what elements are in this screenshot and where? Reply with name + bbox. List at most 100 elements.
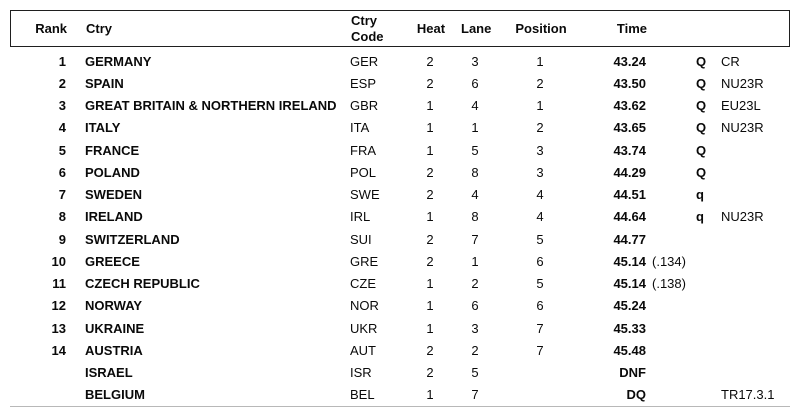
cell-record-note: NU23R (721, 209, 764, 225)
cell-ctry-code: ESP (350, 75, 377, 91)
table-row: 3 GREAT BRITAIN & NORTHERN IRELAND GBR 1… (10, 95, 790, 117)
cell-time: 45.14 (613, 276, 646, 292)
cell-qualification: Q (696, 142, 707, 158)
cell-record-note: EU23L (721, 98, 761, 114)
table-row: 2 SPAIN ESP 2 6 2 43.50 Q NU23R (10, 72, 790, 94)
cell-lane: 5 (471, 365, 479, 381)
cell-rank: 9 (58, 231, 66, 247)
cell-heat: 1 (426, 387, 434, 403)
cell-country: POLAND (85, 164, 140, 180)
cell-time: 45.14 (613, 253, 646, 269)
cell-heat: 2 (426, 231, 434, 247)
cell-heat: 1 (426, 98, 434, 114)
cell-qualification: q (696, 187, 704, 203)
cell-country: GREAT BRITAIN & NORTHERN IRELAND (85, 98, 337, 114)
cell-time: 43.65 (613, 120, 646, 136)
cell-heat: 1 (426, 120, 434, 136)
cell-ctry-code: UKR (350, 320, 378, 336)
cell-position: 3 (536, 164, 544, 180)
cell-record-note: NU23R (721, 75, 764, 91)
cell-ctry-code: SWE (350, 187, 380, 203)
cell-rank: 10 (51, 253, 66, 269)
cell-heat: 1 (426, 320, 434, 336)
table-row: 13 UKRAINE UKR 1 3 7 45.33 (10, 317, 790, 339)
cell-ctry-code: CZE (350, 276, 376, 292)
cell-country: GREECE (85, 253, 140, 269)
cell-lane: 5 (471, 142, 479, 158)
cell-country: FRANCE (85, 142, 140, 158)
cell-country: AUSTRIA (85, 342, 143, 358)
cell-rank: 5 (58, 142, 66, 158)
cell-lane: 2 (471, 276, 479, 292)
cell-country: SWEDEN (85, 187, 143, 203)
column-header-lane: Lane (461, 21, 492, 36)
cell-lane: 7 (471, 387, 479, 403)
cell-country: SWITZERLAND (85, 231, 180, 247)
table-body: 1 GERMANY GER 2 3 1 43.24 Q CR 2 SPAIN E… (10, 47, 790, 407)
cell-country: SPAIN (85, 75, 124, 91)
table-row: 7 SWEDEN SWE 2 4 4 44.51 q (10, 184, 790, 206)
cell-record-note: NU23R (721, 120, 764, 136)
column-header-rank: Rank (35, 21, 67, 36)
cell-position: 2 (536, 75, 544, 91)
cell-rank: 3 (58, 98, 66, 114)
cell-country: ISRAEL (85, 365, 133, 381)
cell-position: 5 (536, 231, 544, 247)
cell-ctry-code: POL (350, 164, 377, 180)
cell-rank: 13 (51, 320, 66, 336)
table-row: 12 NORWAY NOR 1 6 6 45.24 (10, 295, 790, 317)
cell-rank: 8 (58, 209, 66, 225)
cell-rank: 2 (58, 75, 66, 91)
cell-time: 43.62 (613, 98, 646, 114)
cell-position: 7 (536, 342, 544, 358)
cell-time-fraction: (.138) (652, 276, 686, 292)
cell-qualification: Q (696, 120, 707, 136)
cell-heat: 1 (426, 298, 434, 314)
cell-time: 45.48 (613, 342, 646, 358)
cell-ctry-code: SUI (350, 231, 372, 247)
cell-lane: 3 (471, 320, 479, 336)
cell-lane: 3 (471, 53, 479, 69)
cell-heat: 2 (426, 164, 434, 180)
table-header-row: Rank Ctry Ctry Code Heat Lane Position T… (10, 10, 790, 47)
cell-lane: 4 (471, 187, 479, 203)
cell-time: 44.77 (613, 231, 646, 247)
cell-ctry-code: NOR (350, 298, 379, 314)
cell-qualification: Q (696, 53, 707, 69)
table-row: 8 IRELAND IRL 1 8 4 44.64 q NU23R (10, 206, 790, 228)
cell-time-fraction: (.134) (652, 253, 686, 269)
cell-rank: 14 (51, 342, 66, 358)
cell-record-note: CR (721, 53, 740, 69)
cell-heat: 2 (426, 75, 434, 91)
cell-lane: 8 (471, 164, 479, 180)
cell-rank: 11 (52, 276, 66, 292)
cell-rank: 6 (58, 164, 66, 180)
cell-ctry-code: BEL (350, 387, 375, 403)
cell-lane: 1 (471, 120, 479, 136)
table-row: 14 AUSTRIA AUT 2 2 7 45.48 (10, 339, 790, 361)
cell-country: UKRAINE (85, 320, 145, 336)
table-row: 5 FRANCE FRA 1 5 3 43.74 Q (10, 139, 790, 161)
cell-heat: 2 (426, 342, 434, 358)
cell-rank: 4 (58, 120, 66, 136)
cell-country: CZECH REPUBLIC (85, 276, 200, 292)
cell-time: DQ (626, 387, 647, 403)
cell-position: 3 (536, 142, 544, 158)
cell-ctry-code: FRA (350, 142, 376, 158)
cell-position: 5 (536, 276, 544, 292)
column-header-ctry: Ctry (86, 21, 113, 36)
cell-lane: 7 (471, 231, 479, 247)
cell-rank: 12 (51, 298, 66, 314)
cell-time: 45.33 (613, 320, 646, 336)
cell-position: 2 (536, 120, 544, 136)
cell-ctry-code: IRL (350, 209, 371, 225)
cell-country: NORWAY (85, 298, 143, 314)
table-row: BELGIUM BEL 1 7 DQ TR17.3.1 (10, 384, 790, 406)
cell-position: 4 (536, 209, 544, 225)
cell-position: 7 (536, 320, 544, 336)
cell-record-note: TR17.3.1 (721, 387, 775, 403)
cell-position: 1 (536, 98, 544, 114)
cell-ctry-code: GBR (350, 98, 379, 114)
cell-heat: 1 (426, 142, 434, 158)
cell-ctry-code: AUT (350, 342, 376, 358)
